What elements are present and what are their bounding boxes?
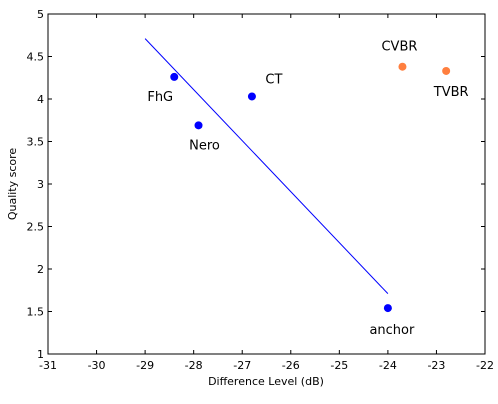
y-axis-title: Quality score (6, 148, 19, 221)
x-tick-label: -23 (427, 359, 445, 372)
x-tick-label: -31 (39, 359, 57, 372)
x-tick-label: -24 (379, 359, 397, 372)
data-point-ct (247, 92, 256, 101)
y-tick-label: 2 (37, 263, 44, 276)
fit-line (144, 38, 389, 294)
point-label-ct: CT (265, 72, 282, 87)
plot-area-border (47, 13, 486, 355)
data-point-anchor (383, 304, 392, 313)
fit-line-layer (144, 38, 389, 294)
y-tick-label: 3.5 (27, 136, 45, 149)
data-point-fhg (170, 72, 179, 81)
x-tick-label: -28 (185, 359, 203, 372)
x-axis-title: Difference Level (dB) (208, 375, 324, 388)
data-point-tvbr (442, 66, 451, 75)
y-tick-label: 2.5 (27, 221, 45, 234)
point-label-cvbr: CVBR (381, 40, 417, 55)
y-tick-label: 4 (37, 93, 44, 106)
y-tick-label: 1 (37, 348, 44, 361)
x-tick-label: -30 (88, 359, 106, 372)
y-tick-label: 5 (37, 8, 44, 21)
y-tick-label: 3 (37, 178, 44, 191)
x-tick-label: -26 (282, 359, 300, 372)
y-axis-ticks: 1 1.5 2 2.5 3 3.5 4 4.5 5 (27, 8, 485, 361)
x-tick-label: -22 (476, 359, 494, 372)
point-label-tvbr: TVBR (433, 85, 469, 100)
point-label-fhg: FhG (147, 90, 173, 105)
x-axis-ticks: -31 -30 -29 -28 -27 -26 -25 -24 -23 -22 (39, 14, 494, 372)
data-point-cvbr (398, 62, 407, 71)
x-tick-label: -29 (136, 359, 154, 372)
point-label-anchor: anchor (369, 323, 415, 338)
x-tick-label: -27 (233, 359, 251, 372)
point-label-nero: Nero (189, 138, 220, 153)
data-point-nero (194, 121, 203, 130)
y-tick-label: 1.5 (27, 306, 45, 319)
data-points-layer: FhG Nero CT anchor CVBR TVBR (147, 40, 468, 338)
x-tick-label: -25 (330, 359, 348, 372)
y-tick-label: 4.5 (27, 51, 45, 64)
